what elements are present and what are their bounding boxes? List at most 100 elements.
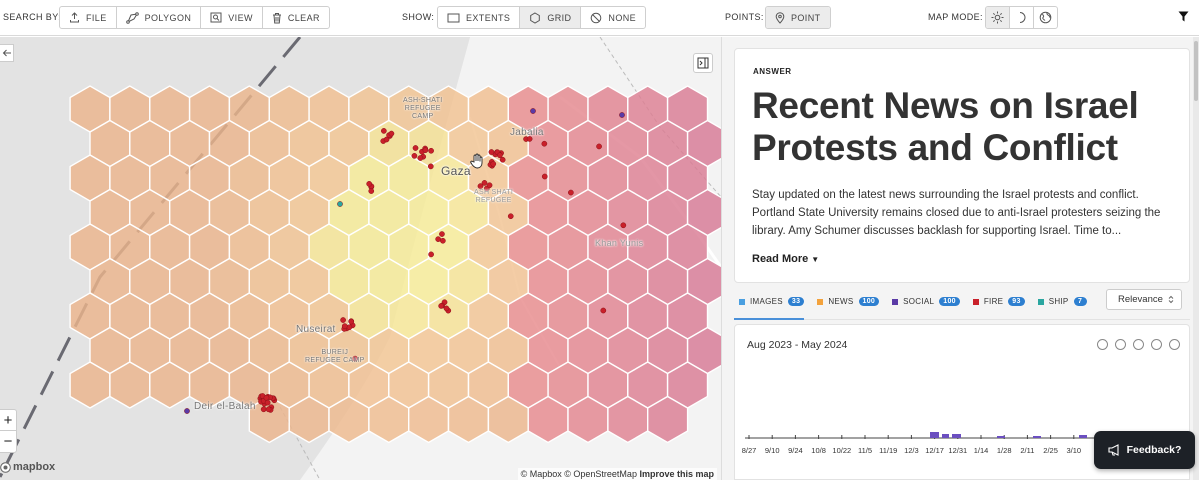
timeline-bar[interactable] xyxy=(997,436,1005,438)
fire-point[interactable] xyxy=(443,305,450,312)
fire-point[interactable] xyxy=(428,147,434,154)
social-point[interactable] xyxy=(184,408,190,414)
ship-point[interactable] xyxy=(337,201,343,207)
hand-cursor-icon xyxy=(470,153,483,169)
legend-item-social[interactable]: SOCIAL 100 xyxy=(892,297,960,306)
fire-point[interactable] xyxy=(541,173,548,180)
fire-point[interactable] xyxy=(264,399,271,406)
legend-item-images[interactable]: IMAGES 33 xyxy=(739,297,805,306)
timeline-bar[interactable] xyxy=(1079,435,1087,438)
legend-item-news[interactable]: NEWS 100 xyxy=(817,297,880,306)
collapse-panel-button[interactable] xyxy=(693,53,713,73)
fire-point[interactable] xyxy=(435,236,442,242)
view-button[interactable]: VIEW xyxy=(201,7,263,28)
globe-icon xyxy=(1039,11,1052,24)
active-tab-indicator xyxy=(734,318,804,320)
fire-point[interactable] xyxy=(507,213,514,220)
back-button[interactable] xyxy=(0,44,14,62)
feedback-button[interactable]: Feedback? xyxy=(1094,431,1195,469)
fire-point[interactable] xyxy=(596,143,602,150)
grid-button[interactable]: GRID xyxy=(520,7,582,28)
fire-point[interactable] xyxy=(440,237,446,244)
map-canvas[interactable] xyxy=(0,37,721,480)
fire-point[interactable] xyxy=(352,355,359,362)
fire-point[interactable] xyxy=(383,136,390,143)
fire-point[interactable] xyxy=(417,155,424,161)
fire-point[interactable] xyxy=(368,188,375,194)
clear-button[interactable]: CLEAR xyxy=(263,7,329,28)
timeline-bar[interactable] xyxy=(952,434,961,438)
fire-point[interactable] xyxy=(341,323,348,329)
fire-point[interactable] xyxy=(438,303,445,309)
light-mode-button[interactable] xyxy=(986,7,1010,28)
zoom-in-button[interactable]: + xyxy=(0,410,16,431)
fire-point[interactable] xyxy=(428,251,434,258)
fire-point[interactable] xyxy=(346,324,353,331)
file-button[interactable]: FILE xyxy=(60,7,117,28)
timeline-toggle[interactable] xyxy=(1169,339,1180,350)
social-point[interactable] xyxy=(619,112,625,118)
fire-point[interactable] xyxy=(541,140,548,147)
fire-point[interactable] xyxy=(620,222,627,229)
timeline-toggle[interactable] xyxy=(1133,339,1144,350)
dark-mode-button[interactable] xyxy=(1010,7,1034,28)
timeline-toggle[interactable] xyxy=(1151,339,1162,350)
sort-select[interactable]: Relevance xyxy=(1106,289,1182,310)
fire-point[interactable] xyxy=(488,149,495,155)
timeline-tick-label: 11/19 xyxy=(879,446,897,455)
fire-point[interactable] xyxy=(427,163,434,170)
fire-point[interactable] xyxy=(486,182,493,189)
timeline-bar[interactable] xyxy=(1033,436,1041,438)
satellite-mode-button[interactable] xyxy=(1034,7,1057,28)
timeline-tick-label: 12/31 xyxy=(948,446,967,455)
fire-point[interactable] xyxy=(388,130,395,137)
fire-point[interactable] xyxy=(499,156,506,163)
extents-button[interactable]: EXTENTS xyxy=(438,7,521,28)
fire-point[interactable] xyxy=(340,317,346,323)
fire-point[interactable] xyxy=(380,128,387,134)
clear-button-label: CLEAR xyxy=(287,12,320,23)
zoom-out-button[interactable]: − xyxy=(3,433,13,450)
fire-point[interactable] xyxy=(411,153,418,159)
fire-point[interactable] xyxy=(600,307,607,314)
timeline-tick-label: 11/5 xyxy=(858,446,872,455)
timeline-toggle[interactable] xyxy=(1115,339,1126,350)
fire-point[interactable] xyxy=(412,145,419,151)
fire-point[interactable] xyxy=(265,406,272,413)
legend-item-ship[interactable]: SHIP 7 xyxy=(1037,297,1087,306)
fire-point[interactable] xyxy=(260,406,267,413)
map-mode-label: MAP MODE: xyxy=(928,12,983,22)
fire-point[interactable] xyxy=(366,180,373,187)
fire-point[interactable] xyxy=(422,147,429,154)
legend-label: IMAGES xyxy=(750,297,783,306)
timeline-bar[interactable] xyxy=(942,434,949,438)
legend-item-fire[interactable]: FIRE 93 xyxy=(972,297,1025,306)
social-point[interactable] xyxy=(530,108,536,114)
timeline-bar[interactable] xyxy=(930,432,939,438)
filter-icon[interactable] xyxy=(1178,11,1189,22)
fire-point[interactable] xyxy=(477,183,484,189)
fire-point[interactable] xyxy=(348,318,355,325)
fire-point[interactable] xyxy=(490,161,497,167)
point-button[interactable]: POINT xyxy=(766,7,830,28)
hex-cell[interactable] xyxy=(647,395,689,444)
map-view[interactable]: ASH-SHATI REFUGEE CAMP Jabalia Gaza ASH … xyxy=(0,37,721,480)
timeline-toggle[interactable] xyxy=(1097,339,1108,350)
read-more-button[interactable]: Read More ▼ xyxy=(752,253,819,265)
mapbox-logo[interactable]: mapbox xyxy=(0,461,55,473)
none-button[interactable]: NONE xyxy=(581,7,645,28)
panel-scrollbar[interactable] xyxy=(1193,37,1199,480)
fire-point[interactable] xyxy=(263,394,270,401)
fire-point[interactable] xyxy=(526,136,533,142)
scrollbar-thumb[interactable] xyxy=(1194,41,1198,101)
polygon-button[interactable]: POLYGON xyxy=(117,7,202,28)
fire-point[interactable] xyxy=(481,180,488,186)
answer-label: ANSWER xyxy=(753,67,792,76)
polygon-button-label: POLYGON xyxy=(144,12,192,23)
zoom-controls: + − xyxy=(0,409,17,453)
fire-point[interactable] xyxy=(439,231,445,237)
fire-point[interactable] xyxy=(497,152,503,159)
select-arrows-icon xyxy=(1168,295,1174,304)
improve-map-link[interactable]: Improve this map xyxy=(639,469,714,479)
fire-point[interactable] xyxy=(568,189,574,196)
